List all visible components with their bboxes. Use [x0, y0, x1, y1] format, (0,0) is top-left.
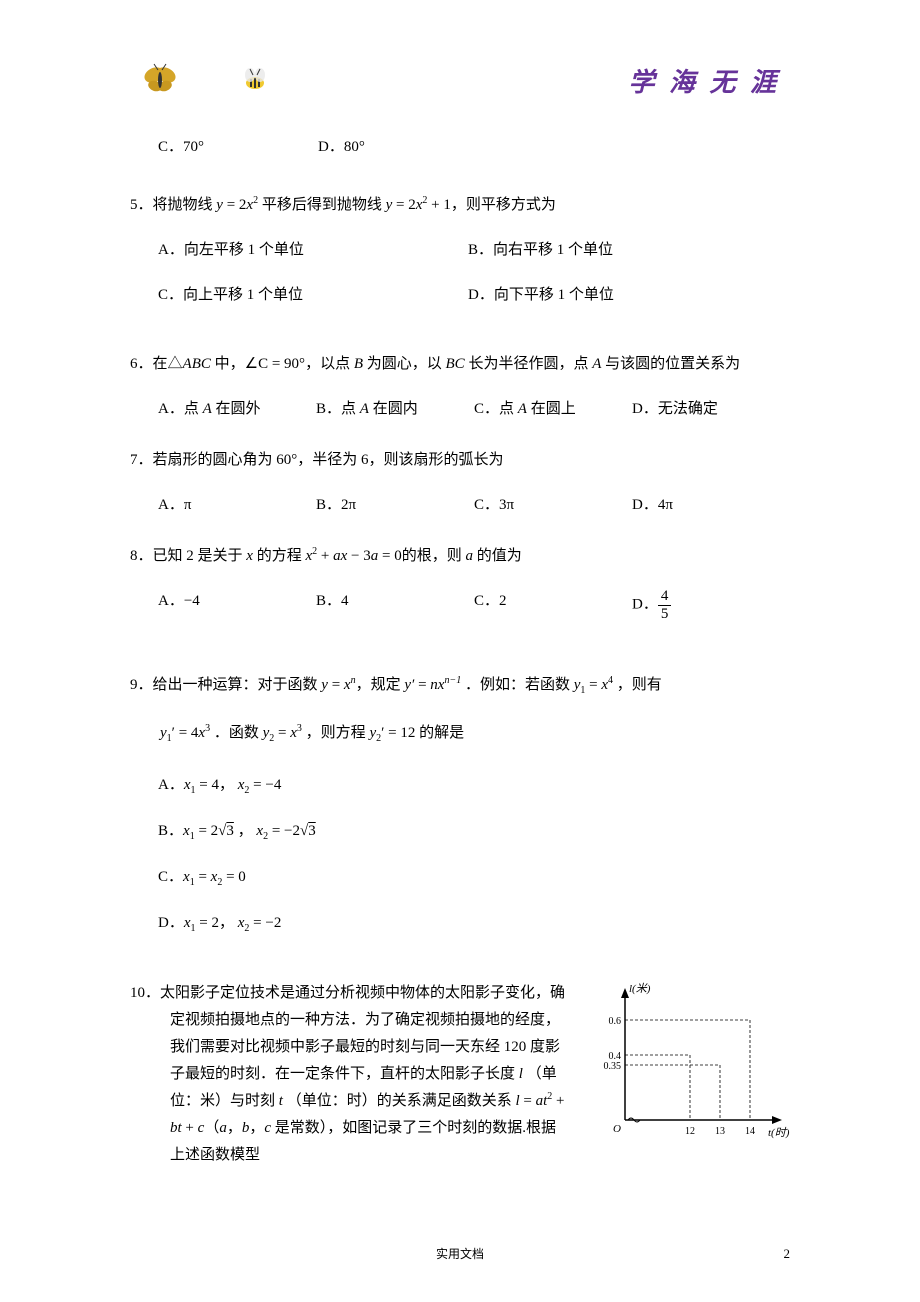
q8-option-d: D．45	[632, 588, 790, 622]
q9-option-b: B．x1 = 2√3 ， x2 = −2√3	[158, 818, 478, 846]
butterfly-icon	[140, 60, 180, 100]
question-7: 7．若扇形的圆心角为 60°，半径为 6，则该扇形的弧长为 A．π B．2π C…	[130, 447, 790, 519]
page-header: 学 海 无 涯	[0, 55, 920, 105]
svg-text:O: O	[613, 1123, 621, 1135]
footer-text: 实用文档	[0, 1245, 920, 1262]
q9-stem-line1: 9．给出一种运算：对于函数 y = xn，规定 y′ = nxn−1 ．例如：若…	[130, 672, 790, 700]
question-5: 5．将抛物线 y = 2x2 平移后得到抛物线 y = 2x2 + 1，则平移方…	[130, 192, 790, 327]
q10-stem: 10．太阳影子定位技术是通过分析视频中物体的太阳影子变化，确定视频拍摄地点的一种…	[130, 980, 570, 1169]
content-area: C．70° D．80° 5．将抛物线 y = 2x2 平移后得到抛物线 y = …	[0, 135, 920, 1169]
question-6: 6．在△ABC 中，∠C = 90°，以点 B 为圆心，以 BC 长为半径作圆，…	[130, 351, 790, 423]
svg-text:14: 14	[745, 1126, 755, 1137]
q7-option-d: D．4π	[632, 492, 790, 519]
q6-option-b: B．点 A 在圆内	[316, 396, 474, 423]
svg-text:13: 13	[715, 1126, 725, 1137]
svg-text:l(米): l(米)	[629, 982, 651, 995]
page-number: 2	[784, 1246, 791, 1262]
q5-options: A．向左平移 1 个单位 B．向右平移 1 个单位 C．向上平移 1 个单位 D…	[130, 237, 790, 327]
q9-stem-line2: y1′ = 4x3 ．函数 y2 = x3 ，则方程 y2′ = 12 的解是	[130, 720, 790, 748]
q7-option-c: C．3π	[474, 492, 632, 519]
q9-option-a: A．x1 = 4， x2 = −4	[158, 772, 478, 800]
q7-option-a: A．π	[158, 492, 316, 519]
q9-option-d: D．x1 = 2， x2 = −2	[158, 910, 478, 938]
q7-options: A．π B．2π C．3π D．4π	[130, 492, 790, 519]
option-d: D．80°	[318, 135, 478, 156]
q8-options: A．−4 B．4 C．2 D．45	[130, 588, 790, 622]
q6-options: A．点 A 在圆外 B．点 A 在圆内 C．点 A 在圆上 D．无法确定	[130, 396, 790, 423]
q8-option-c: C．2	[474, 588, 632, 622]
question-10: 10．太阳影子定位技术是通过分析视频中物体的太阳影子变化，确定视频拍摄地点的一种…	[130, 980, 790, 1169]
q6-stem: 6．在△ABC 中，∠C = 90°，以点 B 为圆心，以 BC 长为半径作圆，…	[130, 351, 790, 378]
svg-text:0.6: 0.6	[609, 1016, 622, 1027]
q10-chart: l(米)t(时)O0.60.40.35121314	[590, 980, 790, 1150]
q8-stem: 8．已知 2 是关于 x 的方程 x2 + ax − 3a = 0的根，则 a …	[130, 543, 790, 570]
q5-stem: 5．将抛物线 y = 2x2 平移后得到抛物线 y = 2x2 + 1，则平移方…	[130, 192, 790, 219]
q7-stem: 7．若扇形的圆心角为 60°，半径为 6，则该扇形的弧长为	[130, 447, 790, 474]
option-c: C．70°	[158, 135, 318, 156]
q6-option-d: D．无法确定	[632, 396, 790, 423]
q5-option-c: C．向上平移 1 个单位	[158, 282, 468, 309]
header-icons	[140, 60, 270, 100]
q8-option-a: A．−4	[158, 588, 316, 622]
q9-option-c: C．x1 = x2 = 0	[158, 864, 478, 892]
q9-options: A．x1 = 4， x2 = −4 B．x1 = 2√3 ， x2 = −2√3…	[130, 772, 790, 956]
bee-icon	[240, 65, 270, 95]
q-prev-options-cd: C．70° D．80°	[130, 135, 790, 156]
motto-text: 学 海 无 涯	[628, 62, 780, 99]
q5-option-a: A．向左平移 1 个单位	[158, 237, 468, 264]
q6-option-c: C．点 A 在圆上	[474, 396, 632, 423]
question-9: 9．给出一种运算：对于函数 y = xn，规定 y′ = nxn−1 ．例如：若…	[130, 672, 790, 956]
question-8: 8．已知 2 是关于 x 的方程 x2 + ax − 3a = 0的根，则 a …	[130, 543, 790, 622]
q5-option-b: B．向右平移 1 个单位	[468, 237, 778, 264]
q7-option-b: B．2π	[316, 492, 474, 519]
q5-option-d: D．向下平移 1 个单位	[468, 282, 778, 309]
q8-option-b: B．4	[316, 588, 474, 622]
svg-text:12: 12	[685, 1126, 695, 1137]
svg-text:t(时): t(时)	[768, 1126, 790, 1139]
svg-text:0.35: 0.35	[604, 1061, 622, 1072]
q6-option-a: A．点 A 在圆外	[158, 396, 316, 423]
